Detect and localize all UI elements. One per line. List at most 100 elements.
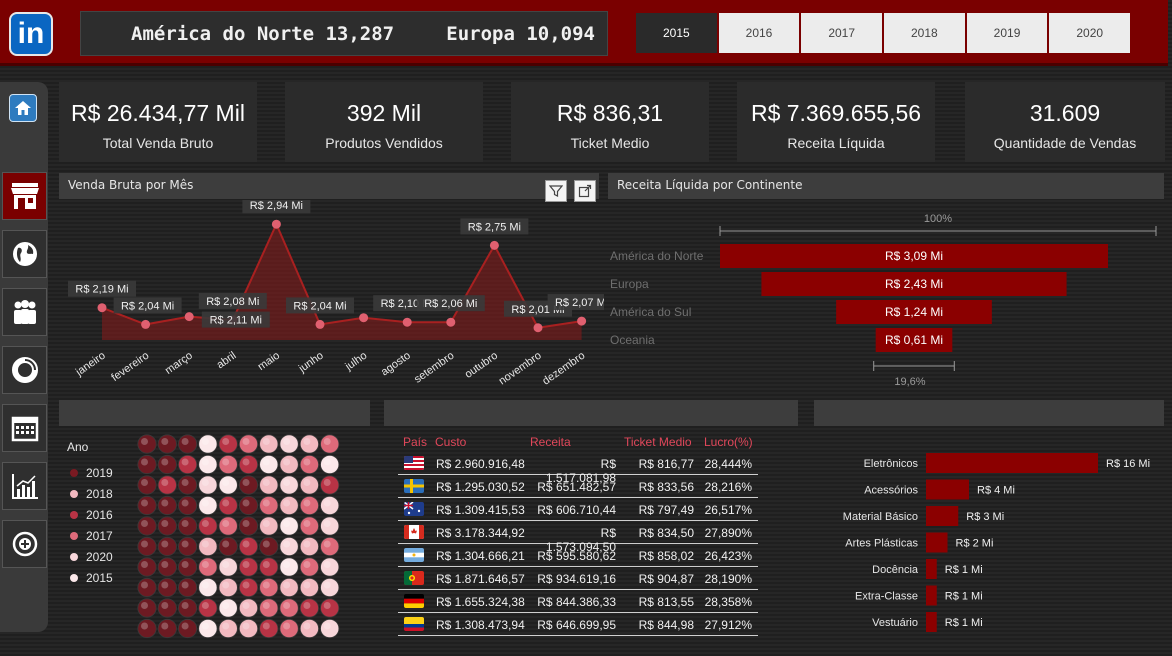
heatmap-cell[interactable] bbox=[137, 598, 157, 618]
col-pais[interactable]: País bbox=[403, 435, 428, 449]
heatmap-cell[interactable] bbox=[137, 434, 157, 454]
heatmap-cell[interactable] bbox=[238, 495, 259, 516]
heatmap-cell[interactable] bbox=[198, 454, 218, 475]
table-row[interactable]: R$ 1.309.415,53 R$ 606.710,44 R$ 797,49 26,… bbox=[398, 498, 758, 521]
heatmap-cell[interactable] bbox=[238, 516, 259, 536]
people-icon[interactable] bbox=[2, 288, 47, 336]
heatmap-cell[interactable] bbox=[259, 577, 279, 598]
heatmap-cell[interactable] bbox=[218, 495, 238, 516]
heatmap-cell[interactable] bbox=[238, 536, 259, 557]
heatmap-cell[interactable] bbox=[299, 434, 319, 454]
add-circle-icon[interactable] bbox=[2, 520, 47, 568]
category-bar[interactable] bbox=[926, 532, 948, 553]
heatmap-cell[interactable] bbox=[157, 618, 177, 639]
heatmap-cell[interactable] bbox=[279, 475, 299, 495]
heatmap-cell[interactable] bbox=[279, 434, 299, 454]
heatmap-cell[interactable] bbox=[259, 557, 279, 577]
heatmap-cell[interactable] bbox=[177, 536, 198, 557]
funnel-bar[interactable] bbox=[761, 272, 1067, 296]
heatmap-cell[interactable] bbox=[157, 454, 177, 475]
heatmap-cell[interactable] bbox=[218, 516, 238, 536]
heatmap-cell[interactable] bbox=[218, 598, 238, 618]
data-point[interactable] bbox=[141, 319, 151, 329]
heatmap-cell[interactable] bbox=[157, 536, 177, 557]
heatmap-cell[interactable] bbox=[218, 454, 238, 475]
bar-chart-icon[interactable] bbox=[2, 462, 47, 510]
heatmap-cell[interactable] bbox=[157, 577, 177, 598]
heatmap-cell[interactable] bbox=[137, 618, 157, 639]
data-point[interactable] bbox=[533, 323, 543, 333]
heatmap-cell[interactable] bbox=[320, 434, 340, 454]
heatmap-cell[interactable] bbox=[259, 475, 279, 495]
funnel-bar[interactable] bbox=[720, 244, 1108, 268]
heatmap-cell[interactable] bbox=[320, 618, 340, 639]
data-point[interactable] bbox=[402, 317, 412, 327]
legend-item[interactable]: 2019 bbox=[70, 466, 113, 480]
heatmap-cell[interactable] bbox=[320, 495, 340, 516]
year-tab-2020[interactable]: 2020 bbox=[1049, 13, 1131, 53]
year-tab-2015[interactable]: 2015 bbox=[636, 13, 717, 53]
heatmap-cell[interactable] bbox=[218, 577, 238, 598]
col-lucro[interactable]: Lucro(%) bbox=[704, 435, 753, 449]
heatmap-cell[interactable] bbox=[157, 557, 177, 577]
heatmap-cell[interactable] bbox=[238, 557, 259, 577]
heatmap-cell[interactable] bbox=[238, 434, 259, 454]
heatmap-cell[interactable] bbox=[238, 475, 259, 495]
heatmap-cell[interactable] bbox=[259, 495, 279, 516]
data-point[interactable] bbox=[271, 219, 281, 229]
table-row[interactable]: R$ 1.304.666,21 R$ 595.580,62 R$ 858,02 26,… bbox=[398, 544, 758, 567]
home-icon[interactable] bbox=[9, 94, 37, 122]
col-ticket-medio[interactable]: Ticket Medio bbox=[624, 435, 692, 449]
heatmap-cell[interactable] bbox=[157, 598, 177, 618]
heatmap-cell[interactable] bbox=[259, 454, 279, 475]
legend-item[interactable]: 2015 bbox=[70, 571, 113, 585]
heatmap-cell[interactable] bbox=[299, 475, 319, 495]
heatmap-cell[interactable] bbox=[279, 577, 299, 598]
legend-item[interactable]: 2020 bbox=[70, 550, 113, 564]
heatmap-cell[interactable] bbox=[259, 434, 279, 454]
table-row[interactable]: R$ 1.655.324,38 R$ 844.386,33 R$ 813,55 28,… bbox=[398, 590, 758, 613]
heatmap-cell[interactable] bbox=[198, 536, 218, 557]
heatmap-cell[interactable] bbox=[218, 434, 238, 454]
heatmap-cell[interactable] bbox=[320, 577, 340, 598]
heatmap-cell[interactable] bbox=[299, 495, 319, 516]
globe-icon[interactable] bbox=[2, 230, 47, 278]
year-tab-2016[interactable]: 2016 bbox=[718, 13, 800, 53]
heatmap-cell[interactable] bbox=[299, 454, 319, 475]
data-point[interactable] bbox=[184, 312, 194, 322]
heatmap-cell[interactable] bbox=[238, 454, 259, 475]
heatmap-cell[interactable] bbox=[279, 516, 299, 536]
heatmap-cell[interactable] bbox=[238, 577, 259, 598]
heatmap-cell[interactable] bbox=[259, 618, 279, 639]
heatmap-cell[interactable] bbox=[137, 577, 157, 598]
heatmap-cell[interactable] bbox=[218, 618, 238, 639]
table-row[interactable]: R$ 1.871.646,57 R$ 934.619,16 R$ 904,87 28,… bbox=[398, 567, 758, 590]
heatmap-cell[interactable] bbox=[177, 577, 198, 598]
heatmap-cell[interactable] bbox=[238, 618, 259, 639]
data-point[interactable] bbox=[489, 240, 499, 250]
heatmap-cell[interactable] bbox=[137, 516, 157, 536]
heatmap-cell[interactable] bbox=[177, 598, 198, 618]
category-bar[interactable] bbox=[926, 479, 969, 500]
focus-mode-icon[interactable] bbox=[574, 180, 596, 202]
heatmap-cell[interactable] bbox=[299, 577, 319, 598]
legend-item[interactable]: 2017 bbox=[70, 529, 113, 543]
heatmap-cell[interactable] bbox=[320, 598, 340, 618]
heatmap-cell[interactable] bbox=[137, 557, 157, 577]
category-bar[interactable] bbox=[926, 506, 959, 526]
heatmap-cell[interactable] bbox=[320, 536, 340, 557]
heatmap-cell[interactable] bbox=[198, 618, 218, 639]
heatmap-cell[interactable] bbox=[198, 434, 218, 454]
heatmap-cell[interactable] bbox=[198, 495, 218, 516]
category-bar[interactable] bbox=[926, 585, 937, 606]
heatmap-cell[interactable] bbox=[177, 557, 198, 577]
heatmap-cell[interactable] bbox=[320, 454, 340, 475]
heatmap-cell[interactable] bbox=[198, 516, 218, 536]
heatmap-cell[interactable] bbox=[299, 536, 319, 557]
heatmap-cell[interactable] bbox=[279, 598, 299, 618]
heatmap-cell[interactable] bbox=[157, 434, 177, 454]
heatmap-cell[interactable] bbox=[137, 495, 157, 516]
year-tab-2018[interactable]: 2018 bbox=[884, 13, 965, 53]
filter-icon[interactable] bbox=[545, 180, 567, 202]
heatmap-cell[interactable] bbox=[299, 557, 319, 577]
